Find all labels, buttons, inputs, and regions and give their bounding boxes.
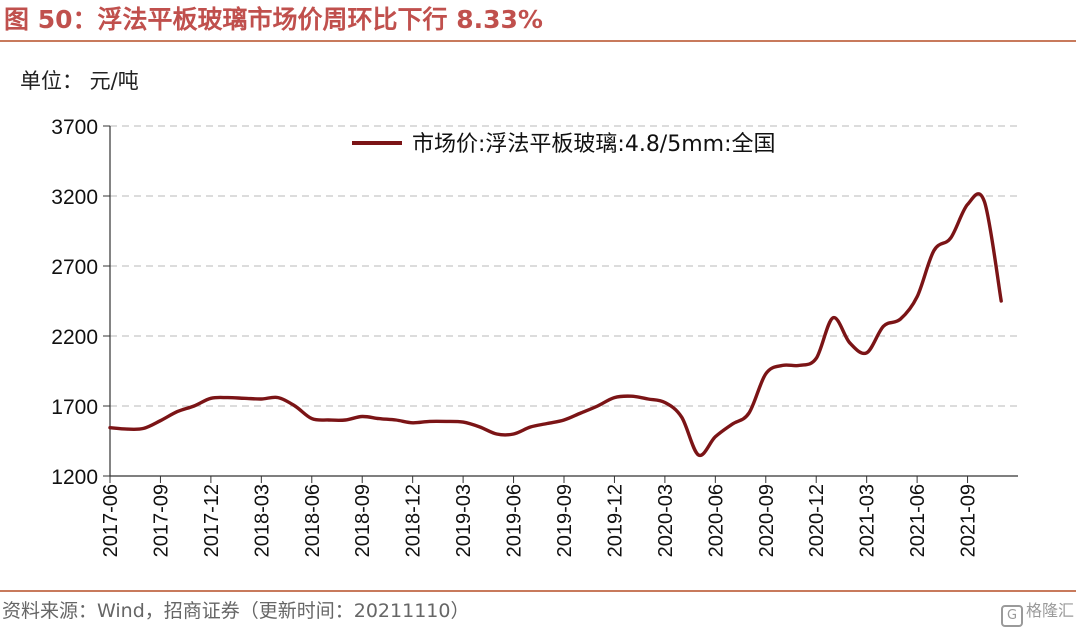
unit-label: 单位： 元/吨: [20, 69, 139, 93]
y-tick-label: 1200: [51, 466, 98, 489]
series-line: [108, 192, 1003, 458]
x-tick-label: 2020-06: [705, 484, 727, 557]
logo-icon: G: [1000, 605, 1023, 627]
x-tick-label: 2021-06: [907, 484, 929, 557]
x-tick-label: 2020-03: [655, 484, 677, 557]
y-tick-label: 3200: [51, 186, 98, 209]
x-tick-label: 2019-03: [453, 484, 475, 557]
axes: [103, 125, 1018, 483]
watermark: G 格隆汇: [1000, 597, 1074, 627]
x-tick-label: 2019-06: [504, 484, 526, 557]
x-tick-label: 2021-03: [857, 484, 879, 557]
series-lines: [108, 192, 1003, 458]
x-tick-label: 2020-12: [806, 484, 828, 557]
watermark-text: 格隆汇: [1025, 601, 1074, 620]
x-tick-label: 2018-06: [302, 484, 324, 557]
title-rule: [0, 40, 1076, 42]
x-tick-labels: 2017-06 2017-09 2017-12 2018-03 2018-06 2018-…: [100, 484, 980, 557]
legend: 市场价:浮法平板玻璃:4.8/5mm:全国: [352, 132, 776, 157]
x-tick-label: 2018-03: [251, 484, 273, 557]
x-tick-label: 2017-06: [100, 484, 122, 557]
y-tick-label: 2200: [51, 326, 98, 349]
x-tick-label: 2018-09: [352, 484, 374, 557]
x-tick-label: 2018-12: [403, 484, 425, 557]
x-tick-label: 2020-09: [756, 484, 778, 557]
y-tick-label: 2700: [51, 256, 98, 279]
y-tick-labels: 1200 1700 2200 2700 3200 3700: [51, 116, 98, 489]
gridlines: [110, 125, 1018, 407]
x-tick-label: 2019-09: [554, 484, 576, 557]
source-note: 资料来源：Wind，招商证券（更新时间：20211110）: [2, 600, 470, 622]
x-tick-label: 2019-12: [604, 484, 626, 557]
x-tick-label: 2021-09: [958, 484, 980, 557]
x-tick-label: 2017-12: [201, 484, 223, 557]
legend-label: 市场价:浮法平板玻璃:4.8/5mm:全国: [412, 132, 776, 157]
y-tick-label: 3700: [51, 116, 98, 139]
figure-title: 图 50：浮法平板玻璃市场价周环比下行 8.33%: [4, 5, 543, 34]
x-tick-label: 2017-09: [150, 484, 172, 557]
footer-rule: [0, 590, 1076, 592]
y-tick-label: 1700: [51, 396, 98, 419]
